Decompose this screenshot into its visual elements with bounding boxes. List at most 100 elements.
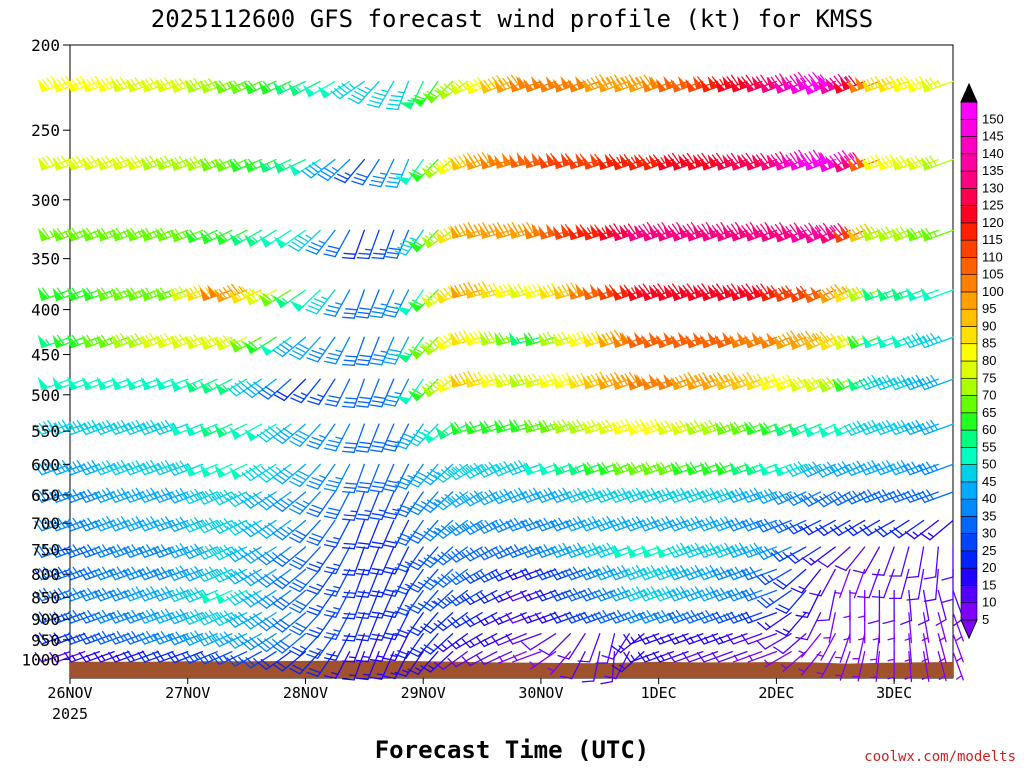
wind-barb: [34, 419, 71, 436]
colorbar-label: 120: [982, 215, 1004, 230]
y-tick-label: 500: [31, 386, 60, 405]
wind-barb: [272, 651, 307, 672]
wind-barb: [152, 487, 189, 503]
wind-barb: [834, 651, 851, 681]
wind-barb: [505, 460, 542, 476]
wind-barb: [152, 516, 189, 532]
wind-barb: [520, 544, 557, 558]
wind-barb: [241, 568, 277, 587]
y-tick-label: 700: [31, 514, 60, 533]
wind-barb: [952, 651, 964, 681]
wind-barb: [917, 589, 930, 626]
y-tick-label: 600: [31, 455, 60, 474]
wind-barb: [342, 289, 365, 319]
wind-barb: [394, 546, 424, 573]
wind-barb: [876, 154, 910, 171]
wind-barb: [37, 287, 71, 302]
colorbar-swatch: [960, 274, 978, 293]
wind-barb: [581, 651, 601, 683]
wind-barb: [258, 378, 292, 400]
wind-barb: [306, 336, 336, 363]
wind-barb: [817, 589, 836, 622]
wind-barb: [342, 546, 365, 576]
colorbar-swatch: [960, 170, 978, 189]
wind-barb: [289, 568, 321, 593]
wind-barb: [420, 651, 454, 673]
wind-barb: [726, 611, 763, 624]
wind-barb: [732, 651, 763, 663]
wind-barb: [773, 568, 807, 590]
wind-barb: [920, 227, 954, 242]
wind-barb: [355, 651, 380, 681]
wind-barb: [852, 633, 866, 664]
wind-barb: [902, 461, 939, 476]
wind-barb: [823, 612, 836, 643]
credit-link[interactable]: coolwx.com/modelts: [864, 749, 1016, 765]
wind-barb: [289, 633, 321, 657]
wind-barb: [306, 463, 336, 490]
wind-barb: [795, 612, 822, 641]
wind-barb: [461, 589, 498, 606]
colorbar-swatch: [960, 291, 978, 310]
wind-barb: [288, 158, 321, 177]
wind-barb: [407, 158, 439, 183]
y-tick-label: 850: [31, 588, 60, 607]
plot-border: [69, 44, 954, 679]
wind-barb: [196, 489, 233, 505]
wind-barb: [342, 568, 365, 599]
wind-barb: [937, 651, 947, 682]
wind-barb: [582, 461, 616, 476]
wind-barb: [272, 546, 307, 567]
wind-barb: [775, 589, 807, 614]
wind-barb: [817, 546, 851, 568]
wind-barb: [497, 651, 527, 664]
colorbar-label: 55: [982, 439, 996, 454]
wind-barb: [323, 589, 351, 618]
wind-barb: [798, 651, 822, 676]
wind-barb: [306, 519, 336, 546]
wind-barb: [852, 651, 866, 682]
x-tick-label: 2DEC: [758, 684, 794, 702]
y-tick-label: 650: [31, 486, 60, 505]
colorbar-label: 105: [982, 267, 1004, 282]
wind-barb: [611, 153, 645, 171]
wind-barb: [383, 612, 410, 641]
colorbar-label: 125: [982, 198, 1004, 213]
colorbar-label: 85: [982, 336, 996, 351]
wind-barb: [355, 423, 380, 453]
wind-barb: [711, 487, 748, 503]
wind-barb: [342, 378, 365, 409]
wind-barb: [433, 633, 469, 653]
wind-barb: [196, 651, 233, 665]
y-tick-label: 900: [31, 610, 60, 629]
wind-barb: [858, 589, 866, 622]
wind-barb: [490, 633, 527, 646]
wind-barb: [667, 609, 704, 624]
x-tick-label: 26NOV: [47, 684, 92, 702]
ground-surface: [70, 660, 953, 678]
wind-barb: [226, 546, 262, 563]
wind-barb: [917, 489, 954, 503]
wind-barb: [108, 609, 145, 624]
wind-barb: [902, 374, 939, 391]
wind-barb: [226, 589, 262, 606]
wind-barb: [394, 463, 424, 490]
wind-barb: [447, 568, 483, 586]
wind-barb: [367, 80, 395, 109]
wind-barb: [941, 568, 954, 604]
wind-barb: [785, 461, 822, 477]
wind-barb: [347, 80, 380, 105]
wind-barb: [244, 336, 277, 355]
wind-barb: [241, 633, 277, 651]
y-tick-label: 1000: [21, 650, 60, 669]
wind-barb: [108, 419, 145, 436]
wind-barb: [869, 651, 881, 683]
wind-barb: [256, 633, 292, 653]
wind-barb: [369, 378, 395, 408]
wind-barb: [888, 460, 925, 476]
wind-barb: [726, 566, 763, 581]
wind-barb: [652, 487, 689, 503]
wind-barb: [122, 586, 159, 602]
wind-barb: [871, 546, 895, 576]
wind-barb: [420, 633, 454, 655]
